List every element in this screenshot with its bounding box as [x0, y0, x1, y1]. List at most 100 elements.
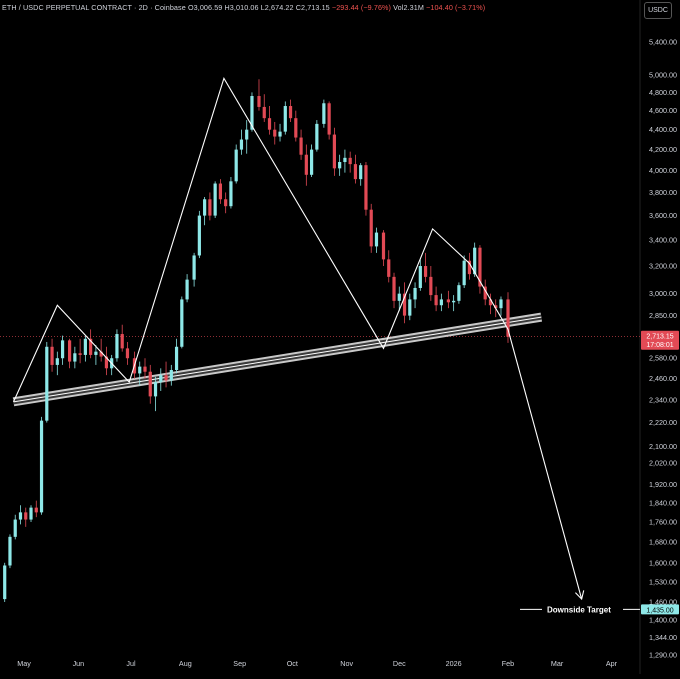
y-tick-label: 1,344.00 — [649, 633, 677, 642]
candle-body — [408, 299, 412, 316]
y-tick-label: 4,200.00 — [649, 145, 677, 154]
x-tick-label: Feb — [502, 659, 514, 668]
y-tick-label: 5,000.00 — [649, 70, 677, 79]
candle-body — [3, 565, 7, 600]
x-tick-label: Oct — [287, 659, 298, 668]
candle-body — [353, 164, 358, 180]
candle-body — [506, 299, 510, 337]
y-tick-label: 5,400.00 — [649, 38, 677, 47]
current-price-tag — [641, 330, 679, 350]
candle-body — [262, 106, 266, 119]
candle-body — [213, 183, 217, 216]
candle-body — [138, 366, 142, 374]
neckline-core — [13, 316, 542, 403]
candle-body — [8, 536, 12, 566]
candle-body — [392, 276, 396, 301]
x-tick-label: Jun — [73, 659, 85, 668]
candle-body — [45, 346, 49, 421]
candle-body — [34, 507, 38, 513]
candle-body — [24, 512, 28, 520]
x-tick-label: Aug — [179, 659, 192, 668]
x-tick-label: Mar — [551, 659, 564, 668]
candle-body — [180, 299, 184, 347]
candle-body — [218, 183, 223, 200]
candle-body — [104, 356, 109, 369]
x-tick-label: 2026 — [446, 659, 462, 668]
y-tick-label: 1,600.00 — [649, 558, 677, 567]
y-tick-label: 1,400.00 — [649, 615, 677, 624]
x-tick-label: Apr — [606, 659, 618, 668]
candle-body — [434, 295, 438, 306]
candle-body — [322, 103, 326, 124]
y-tick-label: 4,000.00 — [649, 166, 677, 175]
candle-body — [439, 299, 443, 306]
current-price-label: 2,713.15 — [646, 334, 673, 341]
ohlc-high: H3,010.06 — [224, 3, 259, 12]
candle-body — [429, 276, 433, 296]
candle-body — [39, 420, 44, 513]
candle-body — [457, 285, 461, 301]
candle-body — [473, 247, 477, 275]
y-tick-label: 2,580.00 — [649, 354, 677, 363]
candle-body — [397, 293, 401, 301]
candle-body — [278, 131, 282, 137]
candle-body — [494, 305, 498, 309]
y-tick-label: 1,920.00 — [649, 480, 677, 489]
x-tick-label: Dec — [393, 659, 406, 668]
y-tick-label: 1,840.00 — [649, 498, 677, 507]
y-tick-label: 2,340.00 — [649, 396, 677, 405]
candle-body — [50, 346, 54, 365]
y-tick-label: 3,400.00 — [649, 236, 677, 245]
candle-body — [164, 375, 168, 381]
candle-body — [267, 118, 272, 130]
candle-body — [483, 286, 487, 300]
ohlc-close: C2,713.15 — [295, 3, 330, 12]
candle-body — [418, 266, 422, 288]
candle-body — [478, 247, 482, 287]
candle-body — [245, 129, 249, 140]
symbol-info-bar: ETH / USDC PERPETUAL CONTRACT · 2D · Coi… — [2, 3, 485, 12]
y-tick-label: 1,290.00 — [649, 651, 677, 660]
candle-body — [402, 293, 407, 316]
candle-body — [99, 351, 103, 357]
candle-body — [18, 512, 23, 520]
downside-target-label: Downside Target — [547, 605, 611, 614]
target-price-label: 1,435.00 — [646, 607, 673, 614]
candle-body — [315, 123, 319, 150]
candle-body — [462, 260, 466, 286]
candle-body — [257, 96, 261, 107]
candle-body — [192, 255, 196, 280]
candle-body — [234, 149, 238, 182]
ohlc-low: L2,674.22 — [260, 3, 294, 12]
y-tick-label: 3,600.00 — [649, 211, 677, 220]
y-tick-label: 1,760.00 — [649, 517, 677, 526]
y-tick-label: 4,600.00 — [649, 106, 677, 115]
candle-body — [467, 260, 472, 275]
y-tick-label: 1,460.00 — [649, 597, 677, 606]
volume-label: Vol2.31M — [393, 3, 424, 12]
y-tick-label: 1,530.00 — [649, 577, 677, 586]
candle-body — [208, 199, 212, 216]
target-price-tag — [641, 604, 679, 615]
volume-change: −104.40 (−3.71%) — [426, 3, 486, 12]
candle-body — [125, 348, 130, 359]
x-tick-label: Jul — [126, 659, 136, 668]
candle-body — [89, 338, 93, 355]
candle-body — [185, 279, 189, 300]
head-and-shoulders-pattern-line — [12, 77, 583, 600]
candle-body — [446, 299, 450, 303]
candle-body — [488, 299, 493, 306]
candle-body — [83, 338, 87, 355]
candle-body — [67, 340, 72, 362]
candle-body — [288, 106, 293, 119]
candle-body — [299, 137, 303, 155]
candle-body — [13, 519, 17, 537]
candle-body — [364, 165, 368, 210]
x-tick-label: May — [17, 659, 31, 668]
currency-badge[interactable]: USDC — [644, 2, 672, 19]
symbol-label[interactable]: ETH / USDC PERPETUAL CONTRACT · 2D · Coi… — [2, 3, 186, 12]
y-tick-label: 2,460.00 — [649, 374, 677, 383]
candle-body — [332, 134, 336, 169]
